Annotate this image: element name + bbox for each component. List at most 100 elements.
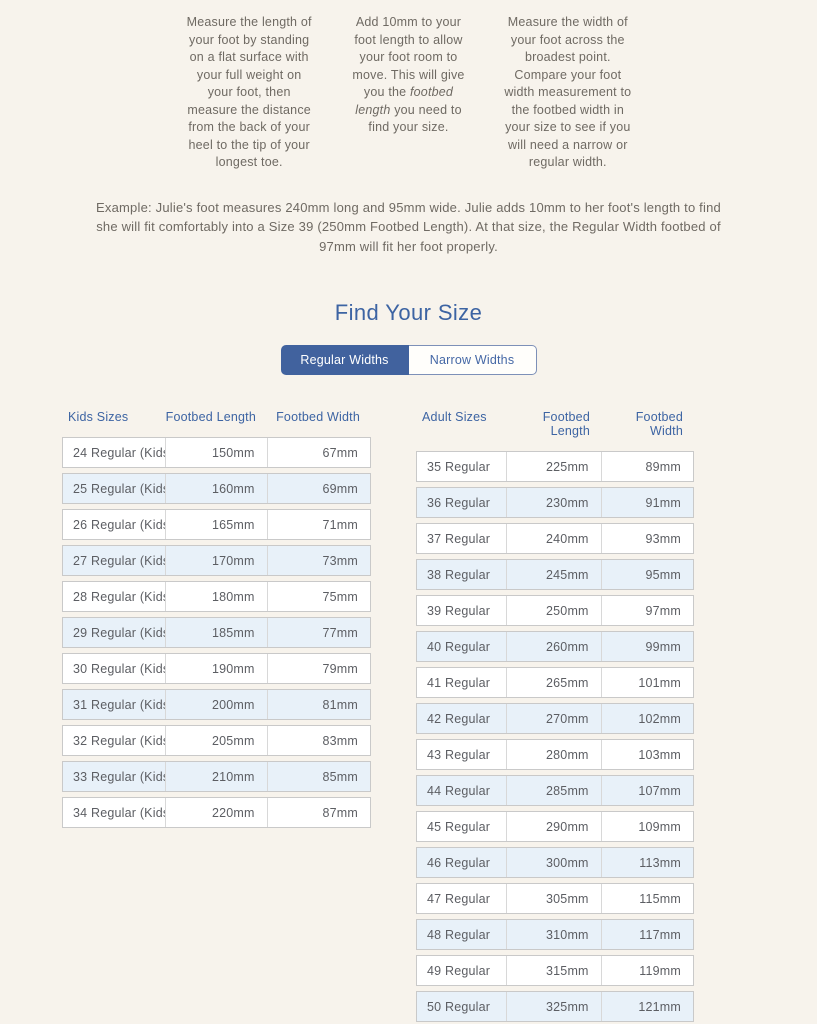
table-row: 24 Regular (Kids) 150mm 67mm — [62, 437, 371, 468]
size-cell: 38 Regular — [427, 567, 491, 582]
size-cell: 47 Regular — [427, 891, 491, 906]
table-row: 29 Regular (Kids) 185mm 77mm — [62, 617, 371, 648]
size-cell: 24 Regular (Kids) — [73, 445, 166, 460]
footbed-length-cell: 325mm — [506, 992, 600, 1021]
footbed-length-cell: 180mm — [165, 582, 266, 611]
table-row: 31 Regular (Kids) 200mm 81mm — [62, 689, 371, 720]
footbed-width-cell: 117mm — [600, 920, 693, 949]
footbed-width-cell: 87mm — [266, 798, 370, 827]
footbed-length-cell: 210mm — [165, 762, 266, 791]
size-cell: 30 Regular (Kids) — [73, 661, 166, 676]
footbed-width-cell: 113mm — [600, 848, 693, 877]
table-row: 25 Regular (Kids) 160mm 69mm — [62, 473, 371, 504]
footbed-width-cell: 81mm — [266, 690, 370, 719]
footbed-length-cell: 285mm — [506, 776, 600, 805]
size-cell: 35 Regular — [427, 459, 491, 474]
footbed-width-cell: 121mm — [600, 992, 693, 1021]
column-header-footbed-width: Footbed Width — [276, 410, 360, 424]
tab-narrow-widths[interactable]: Narrow Widths — [408, 345, 537, 375]
footbed-width-cell: 73mm — [266, 546, 370, 575]
size-cell: 40 Regular — [427, 639, 491, 654]
size-cell: 49 Regular — [427, 963, 491, 978]
footbed-width-cell: 99mm — [600, 632, 693, 661]
column-header-footbed-width: Footbed Width — [635, 410, 683, 438]
footbed-length-cell: 245mm — [506, 560, 600, 589]
footbed-length-cell: 150mm — [165, 438, 266, 467]
footbed-width-cell: 109mm — [600, 812, 693, 841]
column-header-adult-sizes: Adult Sizes — [422, 410, 487, 424]
adult-size-table: Adult Sizes Footbed Length Footbed Width… — [416, 410, 694, 1022]
footbed-length-cell: 270mm — [506, 704, 600, 733]
step-text: Measure the width of your foot across th… — [504, 15, 632, 169]
table-row: 39 Regular 250mm 97mm — [416, 595, 694, 626]
size-cell: 48 Regular — [427, 927, 491, 942]
footbed-length-cell: 185mm — [165, 618, 266, 647]
table-row: 45 Regular 290mm 109mm — [416, 811, 694, 842]
table-row: 30 Regular (Kids) 190mm 79mm — [62, 653, 371, 684]
size-cell: 50 Regular — [427, 999, 491, 1014]
table-row: 37 Regular 240mm 93mm — [416, 523, 694, 554]
footbed-length-emphasis: footbed length — [355, 85, 454, 117]
footbed-length-cell: 190mm — [165, 654, 266, 683]
size-cell: 41 Regular — [427, 675, 491, 690]
table-row: 27 Regular (Kids) 170mm 73mm — [62, 545, 371, 576]
table-row: 26 Regular (Kids) 165mm 71mm — [62, 509, 371, 540]
table-row: 50 Regular 325mm 121mm — [416, 991, 694, 1022]
table-row: 47 Regular 305mm 115mm — [416, 883, 694, 914]
footbed-width-cell: 102mm — [600, 704, 693, 733]
kids-size-table: Kids Sizes Footbed Length Footbed Width … — [62, 410, 371, 828]
footbed-width-cell: 91mm — [600, 488, 693, 517]
footbed-length-cell: 305mm — [506, 884, 600, 913]
footbed-length-cell: 200mm — [165, 690, 266, 719]
column-header-kids-sizes: Kids Sizes — [68, 410, 129, 424]
footbed-length-cell: 250mm — [506, 596, 600, 625]
size-cell: 45 Regular — [427, 819, 491, 834]
measuring-steps: Measure the length of your foot by stand… — [186, 14, 632, 172]
step-text: Measure the length of your foot by stand… — [186, 15, 312, 169]
tab-regular-widths[interactable]: Regular Widths — [280, 345, 409, 375]
footbed-width-cell: 101mm — [600, 668, 693, 697]
footbed-width-cell: 85mm — [266, 762, 370, 791]
footbed-length-cell: 220mm — [165, 798, 266, 827]
footbed-width-cell: 75mm — [266, 582, 370, 611]
footbed-width-cell: 83mm — [266, 726, 370, 755]
width-toggle: Regular Widths Narrow Widths — [0, 345, 817, 375]
step-measure-width: Measure the width of your foot across th… — [504, 14, 631, 172]
size-cell: 32 Regular (Kids) — [73, 733, 166, 748]
size-cell: 34 Regular (Kids) — [73, 805, 166, 820]
footbed-length-cell: 280mm — [506, 740, 600, 769]
column-header-footbed-length: Footbed Length — [542, 410, 590, 438]
footbed-length-cell: 160mm — [165, 474, 266, 503]
kids-table-header: Kids Sizes Footbed Length Footbed Width — [62, 410, 371, 424]
adult-table-rows: 35 Regular 225mm 89mm 36 Regular 230mm 9… — [416, 451, 694, 1022]
table-row: 32 Regular (Kids) 205mm 83mm — [62, 725, 371, 756]
size-cell: 37 Regular — [427, 531, 491, 546]
size-cell: 26 Regular (Kids) — [73, 517, 166, 532]
footbed-length-cell: 205mm — [165, 726, 266, 755]
footbed-length-cell: 165mm — [165, 510, 266, 539]
size-cell: 36 Regular — [427, 495, 491, 510]
footbed-length-cell: 265mm — [506, 668, 600, 697]
size-cell: 44 Regular — [427, 783, 491, 798]
table-row: 43 Regular 280mm 103mm — [416, 739, 694, 770]
step-add-10mm: Add 10mm to your foot length to allow yo… — [345, 14, 472, 172]
footbed-width-cell: 67mm — [266, 438, 370, 467]
table-row: 46 Regular 300mm 113mm — [416, 847, 694, 878]
footbed-width-cell: 79mm — [266, 654, 370, 683]
footbed-width-cell: 93mm — [600, 524, 693, 553]
footbed-length-cell: 290mm — [506, 812, 600, 841]
step-text: Add 10mm to your foot length to allow yo… — [352, 15, 465, 99]
table-row: 35 Regular 225mm 89mm — [416, 451, 694, 482]
adult-table-header: Adult Sizes Footbed Length Footbed Width — [416, 410, 694, 438]
size-cell: 25 Regular (Kids) — [73, 481, 166, 496]
size-cell: 27 Regular (Kids) — [73, 553, 166, 568]
table-row: 36 Regular 230mm 91mm — [416, 487, 694, 518]
footbed-width-cell: 119mm — [600, 956, 693, 985]
size-cell: 43 Regular — [427, 747, 491, 762]
footbed-length-cell: 170mm — [165, 546, 266, 575]
step-measure-length: Measure the length of your foot by stand… — [186, 14, 313, 172]
footbed-width-cell: 77mm — [266, 618, 370, 647]
footbed-width-cell: 97mm — [600, 596, 693, 625]
footbed-width-cell: 115mm — [600, 884, 693, 913]
size-tables: Kids Sizes Footbed Length Footbed Width … — [0, 410, 817, 1022]
